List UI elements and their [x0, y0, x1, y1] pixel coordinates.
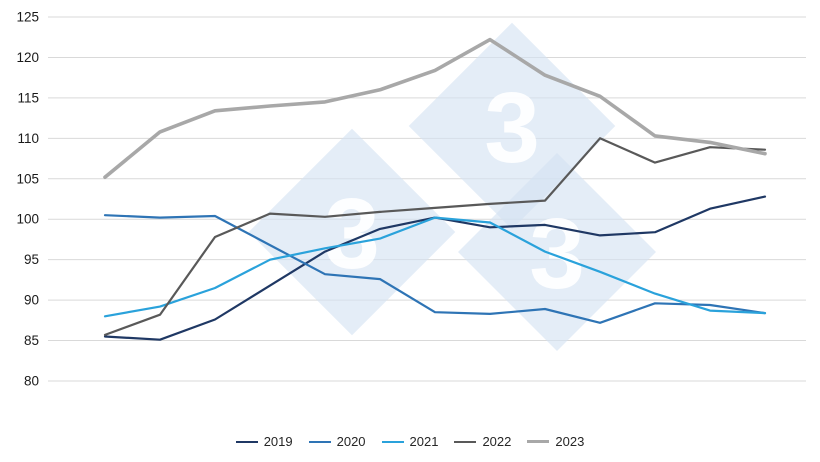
y-tick-label-85: 85	[24, 333, 39, 348]
legend-line-swatch-2023	[527, 440, 550, 443]
legend-item-2023: 2023	[527, 435, 584, 448]
legend-label: 2023	[555, 434, 585, 449]
y-tick-label-120: 120	[16, 50, 39, 65]
chart-legend: 2019 2020 2021 2022 2023	[0, 435, 820, 448]
legend-label: 2019	[263, 434, 293, 449]
legend-item-2019: 2019	[235, 434, 293, 449]
legend-line-swatch-2020	[308, 440, 331, 443]
y-tick-label-95: 95	[24, 252, 39, 267]
series-line-2021	[103, 216, 767, 318]
legend-item-2020: 2020	[308, 434, 366, 449]
y-tick-label-80: 80	[24, 374, 39, 389]
series-line-2023	[103, 37, 767, 179]
watermark-glyph-1: 3	[324, 178, 380, 290]
watermark-glyph-2: 3	[484, 72, 540, 184]
y-tick-label-110: 110	[17, 131, 39, 146]
series-line-2020	[103, 214, 767, 324]
y-tick-label-100: 100	[16, 212, 39, 227]
legend-label: 2022	[482, 434, 512, 449]
legend-item-2021: 2021	[381, 434, 439, 449]
legend-line-swatch-2019	[235, 440, 258, 443]
watermark-glyph-3: 3	[529, 198, 585, 310]
legend-item-2022: 2022	[454, 435, 511, 448]
y-tick-label-125: 125	[16, 10, 39, 25]
series-line-2022	[103, 137, 767, 336]
watermark-diamond-1	[248, 128, 456, 336]
y-tick-label-105: 105	[16, 171, 39, 186]
legend-line-swatch-2022	[454, 440, 477, 443]
y-tick-label-115: 115	[17, 90, 39, 105]
legend-line-swatch-2021	[381, 440, 404, 443]
y-tick-label-90: 90	[24, 293, 39, 308]
legend-label: 2020	[336, 434, 366, 449]
legend-label: 2021	[409, 434, 439, 449]
